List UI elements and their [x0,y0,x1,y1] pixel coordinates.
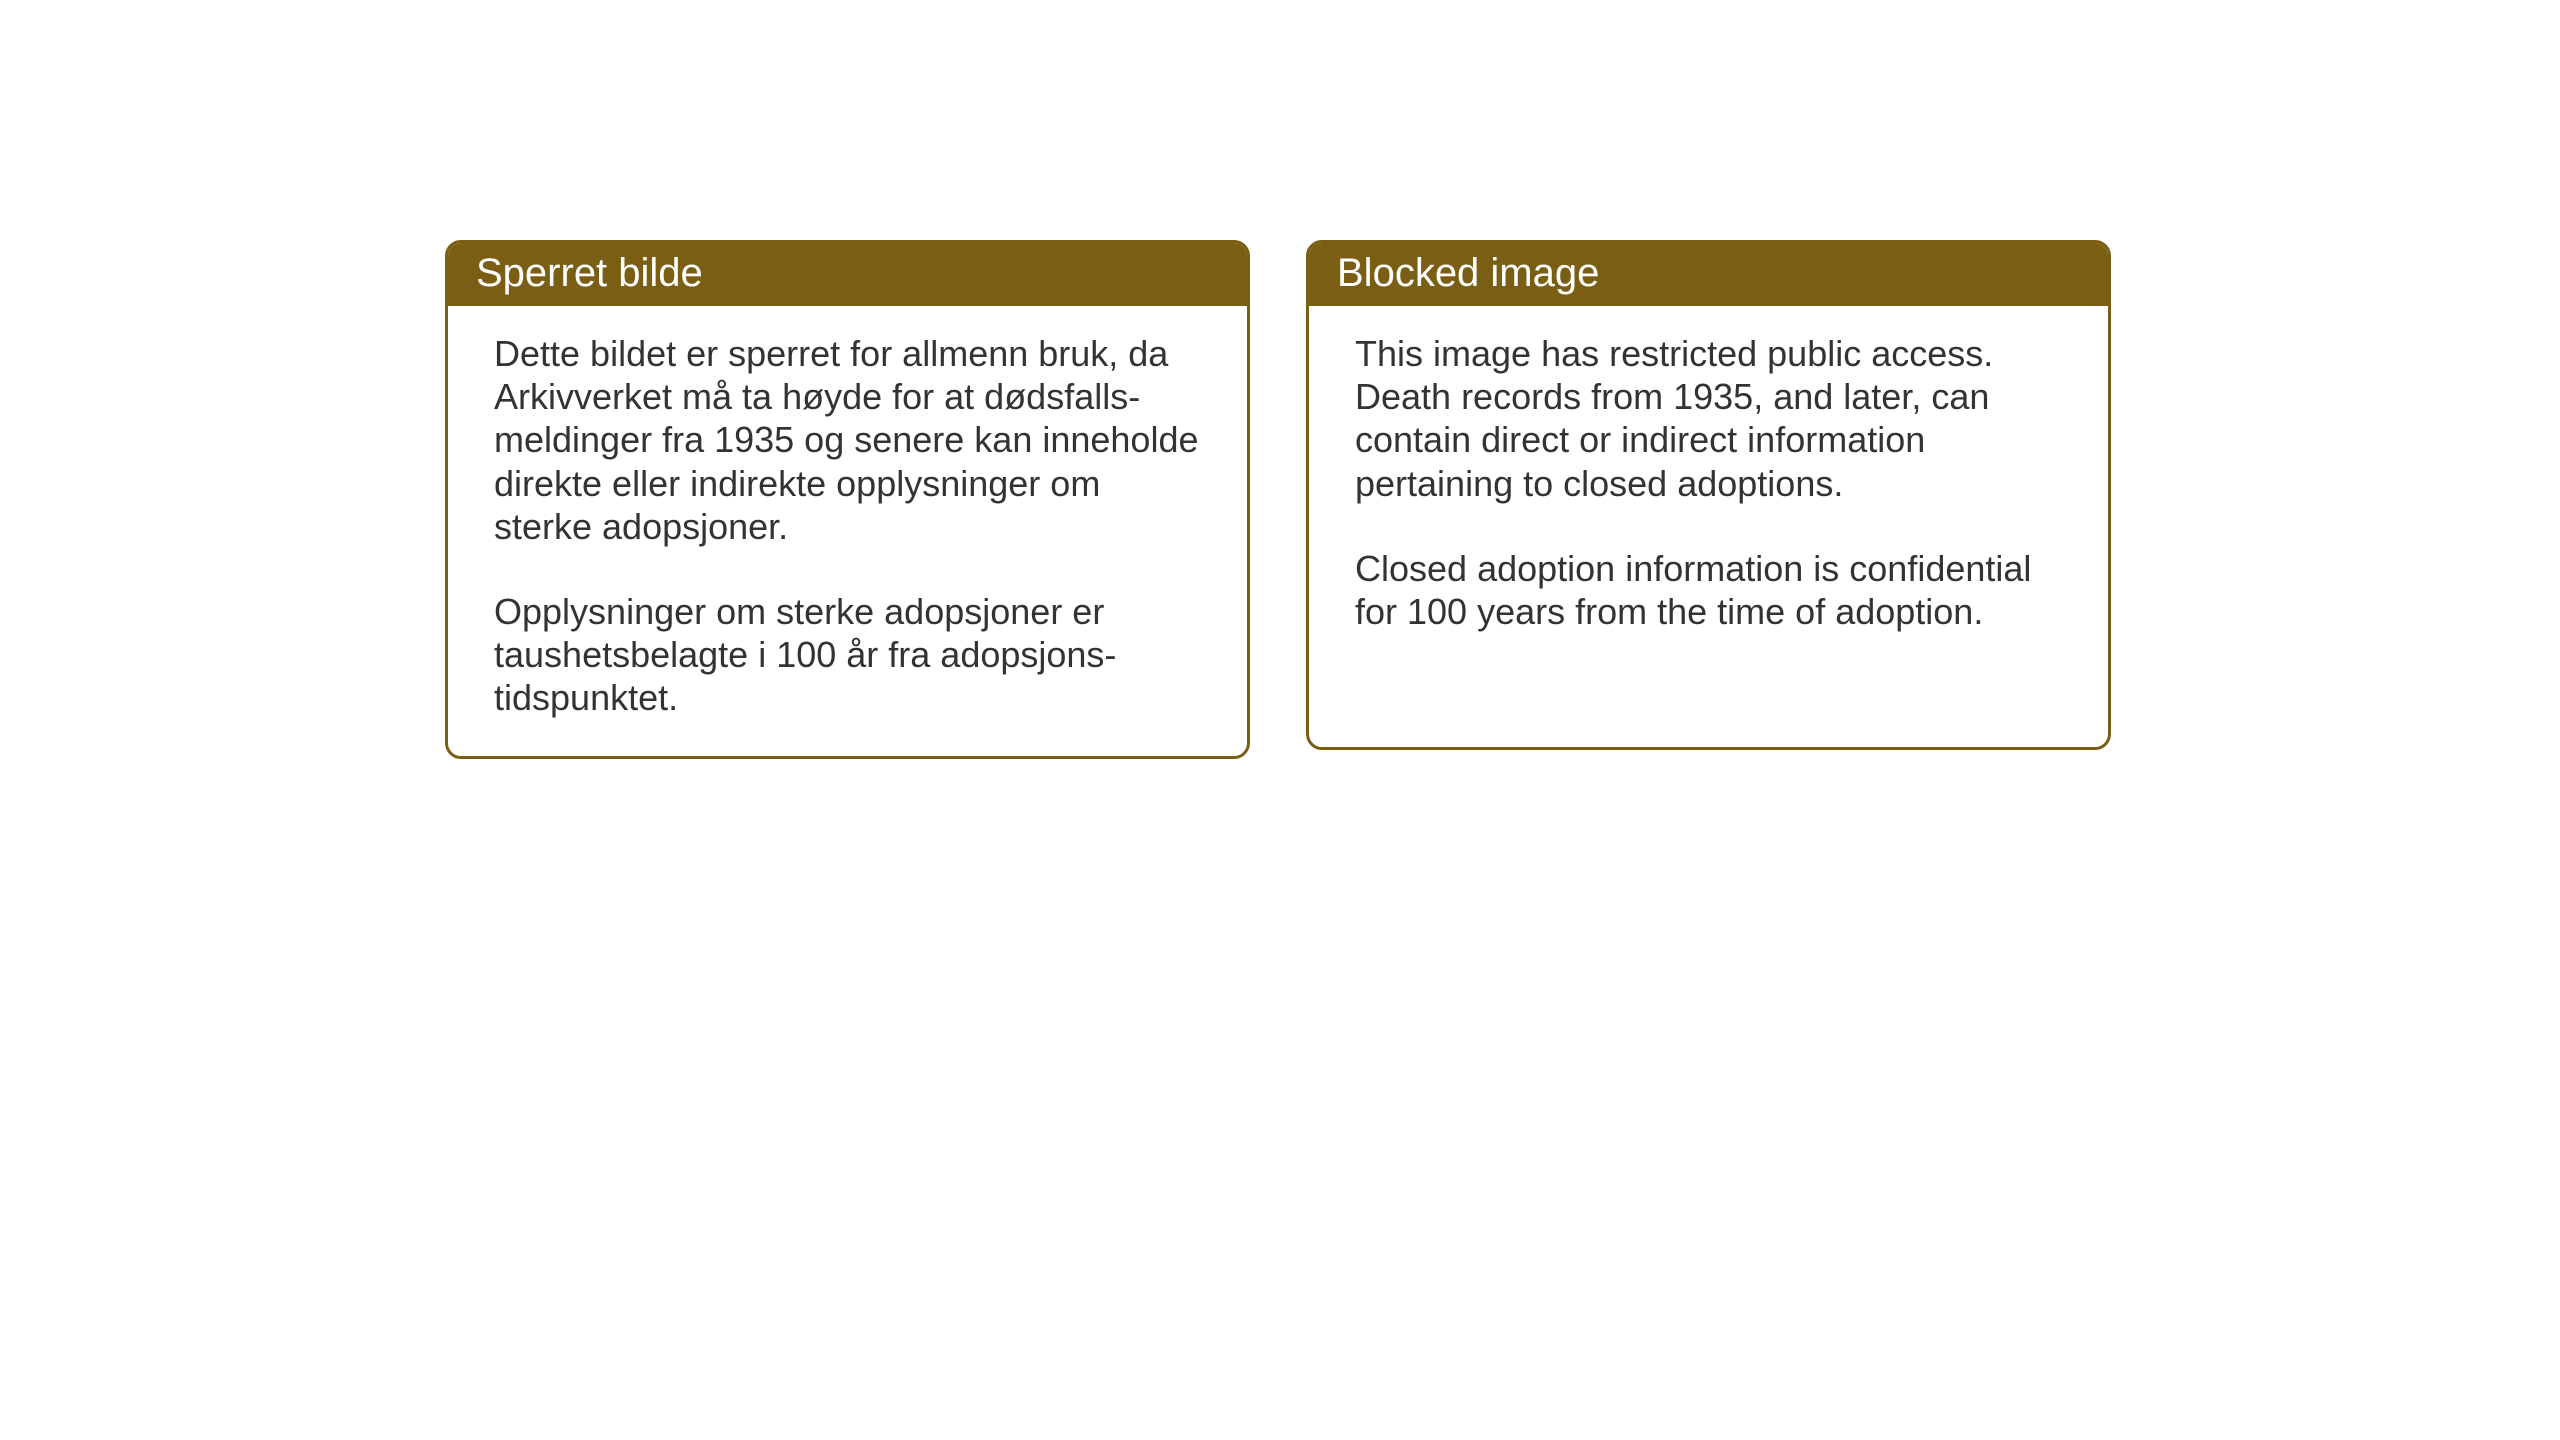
card-norwegian-header: Sperret bilde [448,243,1247,306]
card-norwegian-paragraph-1: Dette bildet er sperret for allmenn bruk… [494,332,1201,548]
card-english-body: This image has restricted public access.… [1309,306,2108,669]
card-english-paragraph-1: This image has restricted public access.… [1355,332,2062,505]
card-norwegian-paragraph-2: Opplysninger om sterke adopsjoner er tau… [494,590,1201,720]
card-english-header: Blocked image [1309,243,2108,306]
card-norwegian: Sperret bilde Dette bildet er sperret fo… [445,240,1250,759]
card-english: Blocked image This image has restricted … [1306,240,2111,750]
card-norwegian-body: Dette bildet er sperret for allmenn bruk… [448,306,1247,756]
cards-container: Sperret bilde Dette bildet er sperret fo… [445,240,2111,759]
card-english-paragraph-2: Closed adoption information is confident… [1355,547,2062,633]
